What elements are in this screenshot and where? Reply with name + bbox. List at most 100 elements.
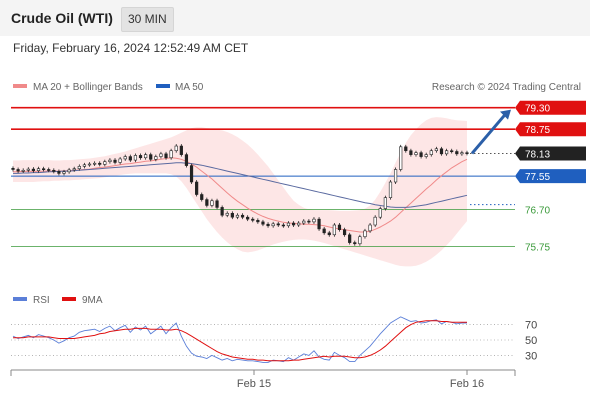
candle-body [302,220,306,224]
candle-body [266,223,270,227]
candle-body [189,165,194,183]
credit-label: Research © 2024 Trading Central [432,82,581,93]
datetime-label: Friday, February 16, 2024 12:52:49 AM CE… [13,41,249,55]
rsi-ma-legend-label: 9MA [82,295,103,306]
level-label-79.30: 79.30 [525,104,550,115]
candle-body [353,242,357,245]
candle-body [281,224,285,227]
rsi-level-label-70: 70 [525,320,537,332]
candle-body [327,232,331,236]
timeframe-button[interactable]: 30 MIN [121,7,174,32]
candle-body [31,168,36,171]
level-label-75.75: 75.75 [525,243,550,254]
candle-body [21,169,25,172]
candle-body [159,153,163,157]
candle-body [465,152,469,154]
candle-body [393,169,398,183]
rsi-legend-swatch [13,297,27,301]
candle-body [409,150,413,155]
x-tick-label: Feb 15 [237,378,271,390]
candle-body [200,194,204,200]
chart-legend: MA 20 + Bollinger Bands MA 50 Research ©… [13,82,581,93]
candle-body [378,208,382,218]
candle-body [42,168,46,171]
x-tick-label: Feb 16 [450,378,484,390]
candle-body [87,163,92,166]
candle-body [205,199,209,206]
candle-body [291,222,296,226]
candle-body [225,212,229,216]
ma20-legend-label: MA 20 + Bollinger Bands [33,82,143,93]
candle-body [123,156,127,160]
candle-body [348,234,352,243]
candle-body [271,223,275,227]
candle-body [424,154,428,157]
candle-body [149,154,153,160]
rsi-level-label-30: 30 [525,350,537,362]
rsi-level-label-50: 50 [525,335,537,347]
candle-body [52,169,56,172]
candle-body [11,168,15,170]
candle-body [419,152,423,157]
level-tag-79.30 [515,100,586,115]
ma50-legend-swatch [156,84,170,88]
candle-body [307,220,311,223]
candle-body [439,148,444,155]
candle-body [184,154,189,166]
candle-body [358,236,362,245]
candle-body [276,223,280,226]
candle-body [317,218,321,230]
rsi-line [12,316,467,363]
forecast-arrow-shaft [470,113,507,155]
rsi-ma-line [13,320,467,362]
candle-body [103,161,107,165]
candle-body [57,171,61,174]
candle-body [154,156,158,160]
candle-body [434,148,438,152]
candle-body [251,218,255,221]
candle-body [36,168,41,171]
candle-body [82,164,87,167]
candle-body [246,216,250,220]
candle-body [47,169,51,171]
candle-body [286,222,291,227]
candle-body [332,224,336,236]
candle-body [240,214,245,218]
candle-body [118,158,122,163]
candle-body [164,153,168,159]
candle-body [174,145,178,152]
level-tag-78.13 [515,146,586,161]
candle-body [322,228,326,234]
candle-body [450,150,454,153]
candle-body [108,159,112,162]
main-plot: 79.30 78.75 78.13 77.55 76.70 75.75 [11,100,586,267]
candle-body [297,222,301,226]
level-tag-78.75 [515,122,586,137]
level-label-77.55: 77.55 [525,172,550,183]
candle-body [133,155,138,161]
candle-body [220,207,224,216]
rsi-plot: 70 50 30 [11,316,537,363]
candle-body [62,171,66,174]
candle-body [235,214,240,218]
candle-body [337,224,342,230]
candle-body [215,200,219,208]
candle-body [363,230,367,238]
instrument-title: Crude Oil (WTI) [11,10,113,26]
candle-body [429,150,433,155]
x-axis: Feb 15 Feb 16 [10,369,516,390]
candle-body [98,162,102,165]
candle-body [368,224,372,232]
header-bar: Crude Oil (WTI) 30 MIN [0,0,590,36]
candle-body [195,181,199,195]
level-label-76.70: 76.70 [525,205,550,216]
candle-body [404,146,408,152]
candle-body [460,152,464,155]
candle-body [93,162,97,165]
candle-body [179,145,183,155]
ma50-line [13,162,468,208]
candle-body [256,220,260,223]
ma20-legend-swatch [13,84,27,88]
bollinger-band-area [13,117,467,267]
level-tag-77.55 [515,169,586,184]
